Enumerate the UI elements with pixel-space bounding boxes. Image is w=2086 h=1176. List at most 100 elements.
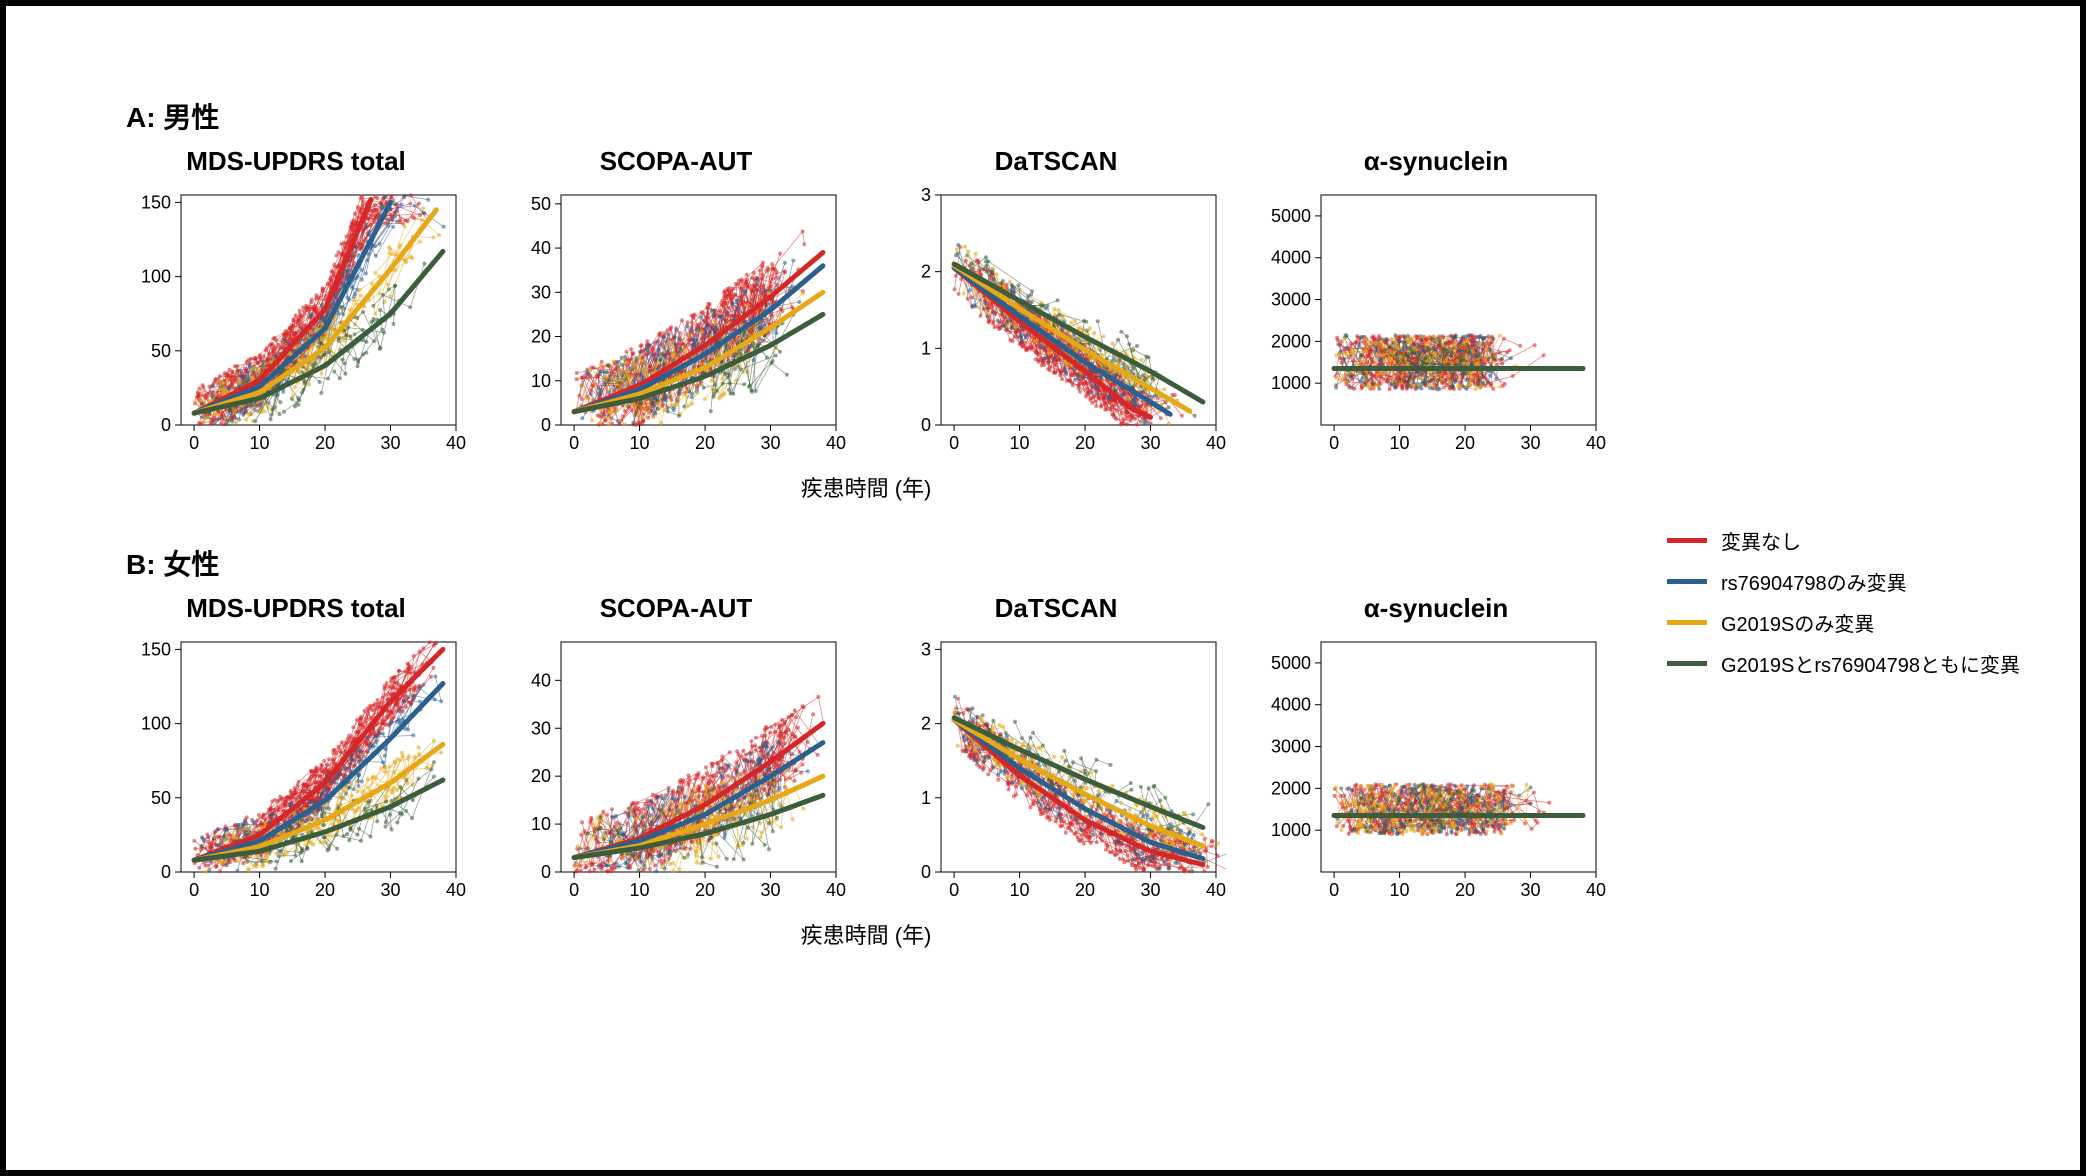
marker xyxy=(640,416,644,420)
marker xyxy=(270,342,274,346)
marker xyxy=(962,292,966,296)
marker xyxy=(721,382,725,386)
marker xyxy=(618,381,622,385)
marker xyxy=(677,392,681,396)
marker xyxy=(372,339,376,343)
marker xyxy=(373,195,377,199)
marker xyxy=(320,322,324,326)
marker xyxy=(225,389,229,393)
marker xyxy=(221,391,225,395)
ytick-label: 40 xyxy=(531,238,551,258)
marker xyxy=(298,324,302,328)
marker xyxy=(677,414,681,418)
marker xyxy=(769,361,773,365)
marker xyxy=(393,268,397,272)
marker xyxy=(329,278,333,282)
marker xyxy=(735,300,739,304)
ytick-label: 1 xyxy=(921,338,931,358)
chart-title: α-synuclein xyxy=(1364,146,1509,177)
marker xyxy=(742,382,746,386)
ytick-label: 0 xyxy=(921,415,931,435)
chart-title: MDS-UPDRS total xyxy=(186,146,406,177)
marker xyxy=(1388,387,1392,391)
marker xyxy=(1052,357,1056,361)
marker xyxy=(578,394,582,398)
marker xyxy=(1147,355,1151,359)
marker xyxy=(348,334,352,338)
marker xyxy=(1064,372,1068,376)
marker xyxy=(685,324,689,328)
marker xyxy=(1095,392,1099,396)
marker xyxy=(293,404,297,408)
marker xyxy=(672,351,676,355)
marker xyxy=(271,356,275,360)
marker xyxy=(265,346,269,350)
marker xyxy=(704,327,708,331)
marker xyxy=(1167,421,1171,425)
marker xyxy=(367,217,371,221)
marker xyxy=(400,203,404,207)
marker xyxy=(1141,373,1145,377)
marker xyxy=(1056,298,1060,302)
xtick-label: 30 xyxy=(1141,433,1161,453)
marker xyxy=(589,388,593,392)
marker xyxy=(630,357,634,361)
marker xyxy=(633,406,637,410)
marker xyxy=(241,376,245,380)
xtick-label: 30 xyxy=(761,433,781,453)
marker xyxy=(330,269,334,273)
marker xyxy=(311,364,315,368)
marker xyxy=(1502,337,1506,341)
marker xyxy=(1084,395,1088,399)
marker xyxy=(739,367,743,371)
marker xyxy=(1012,286,1016,290)
marker xyxy=(713,320,717,324)
marker xyxy=(663,397,667,401)
marker xyxy=(783,261,787,265)
marker xyxy=(1135,344,1139,348)
marker xyxy=(258,369,262,373)
marker xyxy=(1094,404,1098,408)
marker xyxy=(586,372,590,376)
marker xyxy=(371,304,375,308)
marker xyxy=(774,354,778,358)
marker xyxy=(791,259,795,263)
marker xyxy=(580,384,584,388)
ytick-label: 2 xyxy=(921,262,931,282)
marker xyxy=(993,325,997,329)
marker xyxy=(984,309,988,313)
marker xyxy=(309,313,313,317)
marker xyxy=(353,357,357,361)
marker xyxy=(290,397,294,401)
marker xyxy=(963,245,967,249)
marker xyxy=(207,399,211,403)
marker xyxy=(422,211,426,215)
marker xyxy=(1511,374,1515,378)
marker xyxy=(953,287,957,291)
marker xyxy=(695,328,699,332)
marker xyxy=(388,251,392,255)
marker xyxy=(651,415,655,419)
ytick-label: 0 xyxy=(161,415,171,435)
marker xyxy=(654,362,658,366)
marker xyxy=(319,391,323,395)
marker xyxy=(201,420,205,424)
marker xyxy=(1035,339,1039,343)
marker xyxy=(314,306,318,310)
marker xyxy=(955,247,959,251)
xtick-label: 0 xyxy=(189,433,199,453)
marker xyxy=(702,386,706,390)
marker xyxy=(1007,322,1011,326)
marker xyxy=(355,245,359,249)
marker xyxy=(1146,420,1150,424)
marker xyxy=(1133,417,1137,421)
marker xyxy=(387,287,391,291)
marker xyxy=(709,409,713,413)
marker xyxy=(1111,413,1115,417)
xtick-label: 40 xyxy=(826,433,846,453)
marker xyxy=(762,289,766,293)
marker xyxy=(630,409,634,413)
marker xyxy=(1028,347,1032,351)
chart-A-3: 01020304010002000300040005000 xyxy=(1266,185,1606,465)
marker xyxy=(193,399,197,403)
